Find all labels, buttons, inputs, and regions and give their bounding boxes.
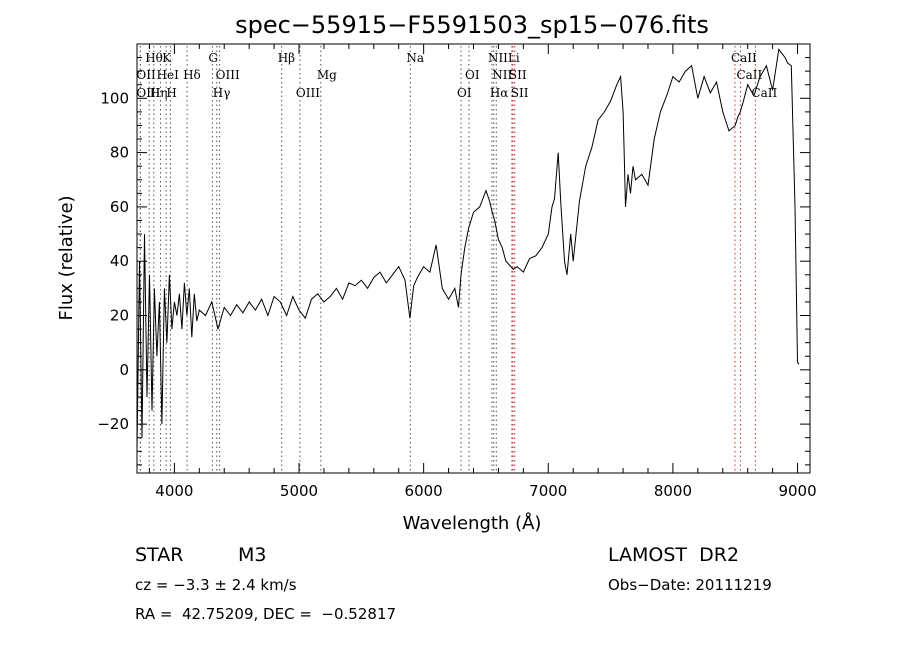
y-tick-label: −20 <box>97 415 129 433</box>
line-marker-label: OII <box>136 68 156 82</box>
line-marker-label: CaII <box>736 68 762 82</box>
chart-title: spec−55915−F5591503_sp15−076.fits <box>235 11 709 39</box>
line-marker-label: OIII <box>136 86 160 100</box>
line-marker-label: H <box>166 86 176 100</box>
y-tick-label: 40 <box>110 252 129 270</box>
line-marker-label: OIII <box>216 68 240 82</box>
line-marker-label: Hθ <box>145 51 163 65</box>
line-marker-label: SII <box>511 86 529 100</box>
line-marker-label: NII <box>488 51 508 65</box>
line-marker-label: CaII <box>731 51 757 65</box>
spectrum-series <box>136 48 800 452</box>
axis-ticks <box>137 44 810 473</box>
y-tick-label: 20 <box>110 307 129 325</box>
x-tick-label: 5000 <box>280 482 318 500</box>
x-tick-label: 6000 <box>405 482 443 500</box>
line-marker-label: OIII <box>296 86 320 100</box>
plot-frame <box>136 43 811 474</box>
x-tick-label: 4000 <box>155 482 193 500</box>
y-tick-labels: −20 0 20 40 60 80 100 <box>97 89 129 433</box>
line-marker-label: HeI <box>157 68 180 82</box>
x-tick-label: 8000 <box>654 482 692 500</box>
survey-label: LAMOST DR2 <box>608 544 739 566</box>
line-marker-label: OI <box>465 68 480 82</box>
line-marker-label: K <box>162 51 172 65</box>
line-marker-label: Hγ <box>213 86 231 100</box>
x-tick-label: 9000 <box>778 482 816 500</box>
line-marker-label: Na <box>406 51 424 65</box>
line-marker-label: Hδ <box>183 68 201 82</box>
coordinates: RA = 42.75209, DEC = −0.52817 <box>135 605 396 623</box>
line-marker-label: OI <box>457 86 472 100</box>
line-marker-label: Hβ <box>278 51 295 65</box>
line-marker-label: Li <box>508 51 520 65</box>
y-tick-label: 60 <box>110 198 129 216</box>
line-marker-label: CaII <box>751 86 777 100</box>
line-marker-label: G <box>208 51 218 65</box>
y-tick-label: 100 <box>100 89 129 107</box>
y-tick-label: 80 <box>110 144 129 162</box>
x-tick-labels: 4000 5000 6000 7000 8000 9000 <box>155 482 816 500</box>
redshift-readout: cz = −3.3 ± 2.4 km/s <box>135 576 297 594</box>
object-subclass: M3 <box>238 544 266 566</box>
line-marker-label: Hα <box>490 86 509 100</box>
line-marker-label: Mg <box>317 68 337 82</box>
y-axis-label: Flux (relative) <box>56 195 77 320</box>
object-class: STAR <box>135 544 183 566</box>
y-tick-label: 0 <box>119 361 129 379</box>
obs-date: Obs−Date: 20111219 <box>608 576 772 594</box>
line-marker-label: Hη <box>150 86 168 100</box>
x-axis-label: Wavelength (Å) <box>403 512 542 534</box>
x-tick-label: 7000 <box>529 482 567 500</box>
line-marker-label: NII <box>492 68 512 82</box>
line-marker-label: SII <box>509 68 527 82</box>
